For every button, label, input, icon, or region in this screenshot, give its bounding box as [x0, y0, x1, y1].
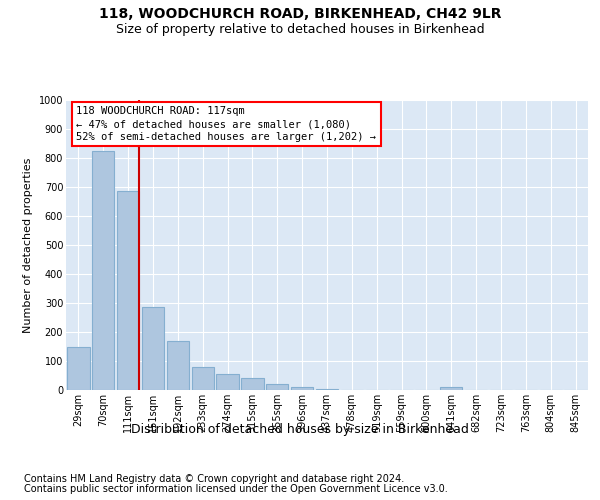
- Y-axis label: Number of detached properties: Number of detached properties: [23, 158, 33, 332]
- Bar: [440, 387, 463, 390]
- Text: Contains HM Land Registry data © Crown copyright and database right 2024.: Contains HM Land Registry data © Crown c…: [24, 474, 404, 484]
- Bar: [241, 378, 263, 390]
- Text: 118 WOODCHURCH ROAD: 117sqm
← 47% of detached houses are smaller (1,080)
52% of : 118 WOODCHURCH ROAD: 117sqm ← 47% of det…: [76, 106, 376, 142]
- Bar: [291, 386, 313, 390]
- Bar: [316, 388, 338, 390]
- Text: Contains public sector information licensed under the Open Government Licence v3: Contains public sector information licen…: [24, 484, 448, 494]
- Text: Distribution of detached houses by size in Birkenhead: Distribution of detached houses by size …: [131, 422, 469, 436]
- Text: Size of property relative to detached houses in Birkenhead: Size of property relative to detached ho…: [116, 22, 484, 36]
- Bar: [67, 346, 89, 390]
- Bar: [117, 192, 139, 390]
- Bar: [266, 384, 289, 390]
- Bar: [217, 374, 239, 390]
- Bar: [92, 151, 115, 390]
- Bar: [142, 308, 164, 390]
- Bar: [191, 367, 214, 390]
- Text: 118, WOODCHURCH ROAD, BIRKENHEAD, CH42 9LR: 118, WOODCHURCH ROAD, BIRKENHEAD, CH42 9…: [99, 8, 501, 22]
- Bar: [167, 340, 189, 390]
